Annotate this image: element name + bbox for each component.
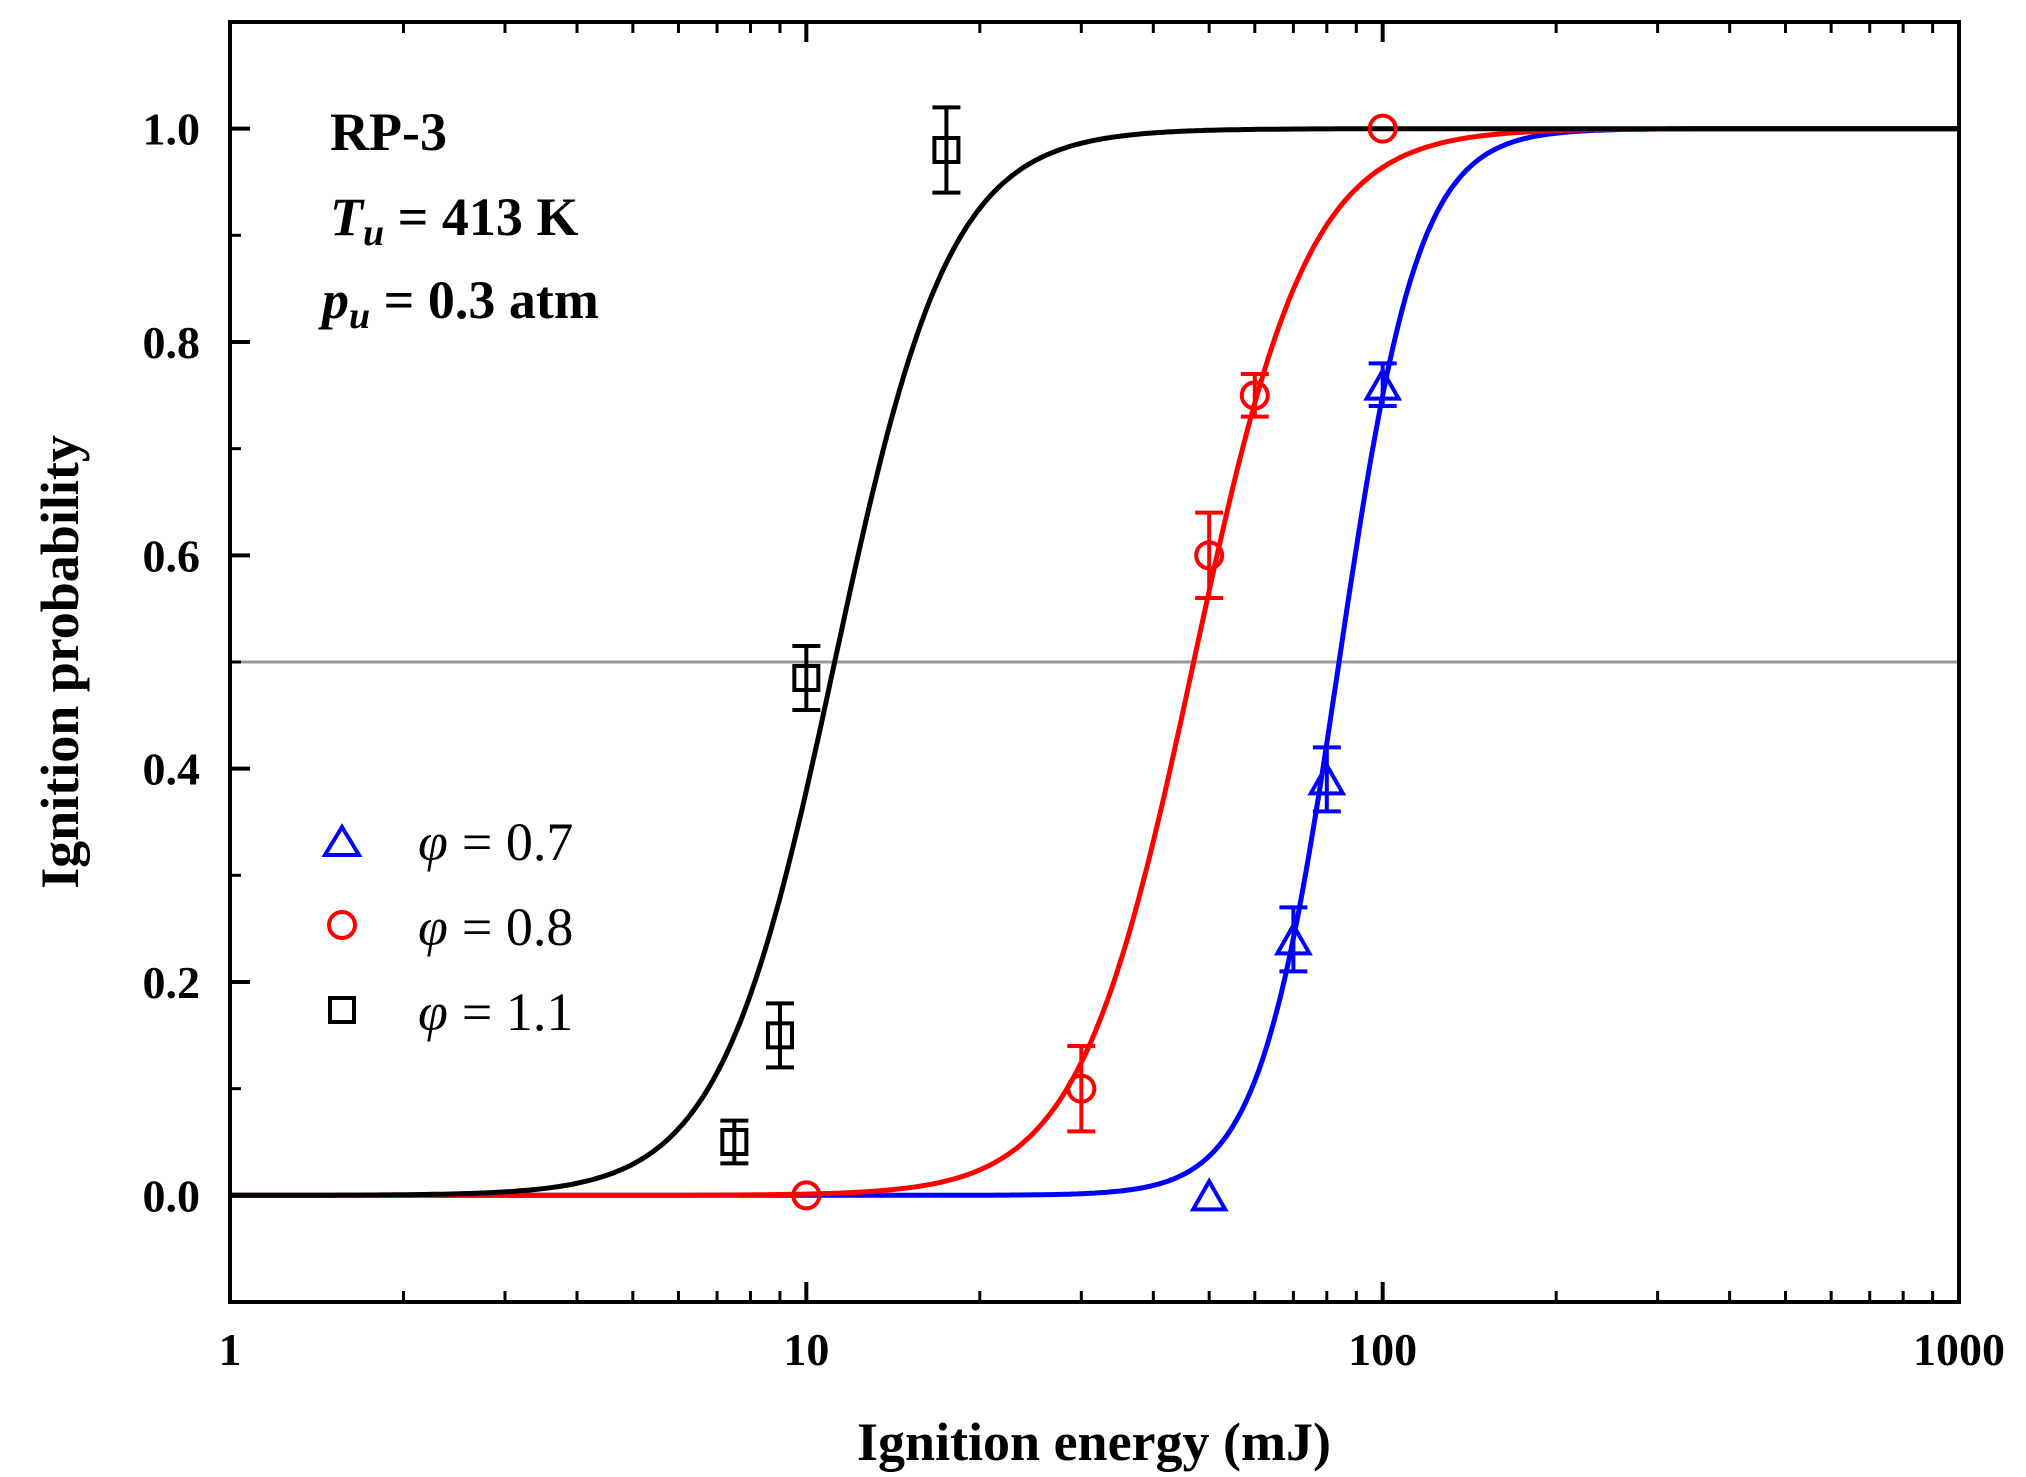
- legend-entry-phi-0.8: φ = 0.8: [327, 897, 573, 957]
- legend-entry-phi-0.7: φ = 0.7: [321, 812, 573, 872]
- data-point-square: [792, 664, 821, 692]
- legend-phi-symbol: φ: [418, 897, 448, 957]
- fit-curves: [230, 126, 1959, 1198]
- y-tick-label: 0.0: [143, 1170, 201, 1221]
- legend-label-phi-0.8: φ = 0.8: [418, 897, 573, 957]
- temperature-value: = 413 K: [384, 187, 578, 247]
- data-point-circle: [1194, 540, 1225, 571]
- data-point-triangle: [1273, 921, 1313, 956]
- y-tick-label: 0.6: [143, 530, 201, 581]
- axis-ticks: 1 10 100 1000 0.0 0.2 0.4 0.6 0.8 1.0: [143, 20, 2005, 1375]
- data-markers: [720, 105, 1403, 1212]
- x-tick-label: 1000: [1913, 1324, 2005, 1375]
- pressure-value: = 0.3 atm: [370, 270, 599, 330]
- legend-circle-icon: [327, 910, 357, 940]
- y-tick-label: 0.2: [143, 957, 201, 1008]
- data-point-circle: [1239, 380, 1270, 411]
- legend: φ = 0.7 φ = 0.8 φ = 1.1: [321, 812, 573, 1042]
- data-point-square: [932, 136, 961, 164]
- fuel-label: RP-3: [330, 102, 447, 162]
- legend-phi-symbol: φ: [418, 812, 448, 872]
- data-point-square: [720, 1128, 749, 1156]
- legend-entry-phi-1.1: φ = 1.1: [328, 982, 573, 1042]
- y-tick-label: 0.8: [143, 317, 201, 368]
- legend-triangle-icon: [321, 823, 363, 857]
- data-point-circle: [1066, 1073, 1097, 1104]
- x-axis-title: Ignition energy (mJ): [857, 1412, 1331, 1472]
- pressure-symbol: p: [318, 270, 349, 330]
- data-point-square: [765, 1021, 794, 1050]
- legend-value: = 0.7: [462, 812, 573, 872]
- fit-curve-phi-1.1: [230, 126, 1959, 1198]
- pressure-label: pu = 0.3 atm: [318, 270, 599, 337]
- y-tick-label: 1.0: [143, 104, 201, 155]
- y-axis-title: Ignition probability: [30, 435, 90, 889]
- legend-label-phi-1.1: φ = 1.1: [418, 982, 573, 1042]
- data-point-triangle: [1307, 761, 1347, 796]
- data-point-triangle: [1189, 1177, 1229, 1212]
- temperature-label: Tu = 413 K: [330, 187, 578, 254]
- temperature-symbol: T: [330, 187, 365, 247]
- data-point-circle: [791, 1180, 822, 1211]
- data-point-circle: [1367, 113, 1398, 144]
- x-tick-label: 1: [219, 1324, 242, 1375]
- x-tick-label: 100: [1348, 1324, 1417, 1375]
- legend-phi-symbol: φ: [418, 982, 448, 1042]
- legend-value: = 1.1: [462, 982, 573, 1042]
- y-tick-label: 0.4: [143, 744, 201, 795]
- temperature-subscript: u: [363, 212, 384, 254]
- data-point-triangle: [1363, 366, 1403, 401]
- legend-value: = 0.8: [462, 897, 573, 957]
- legend-label-phi-0.7: φ = 0.7: [418, 812, 573, 872]
- pressure-subscript: u: [349, 295, 370, 337]
- x-tick-label: 10: [783, 1324, 829, 1375]
- legend-square-icon: [328, 996, 356, 1024]
